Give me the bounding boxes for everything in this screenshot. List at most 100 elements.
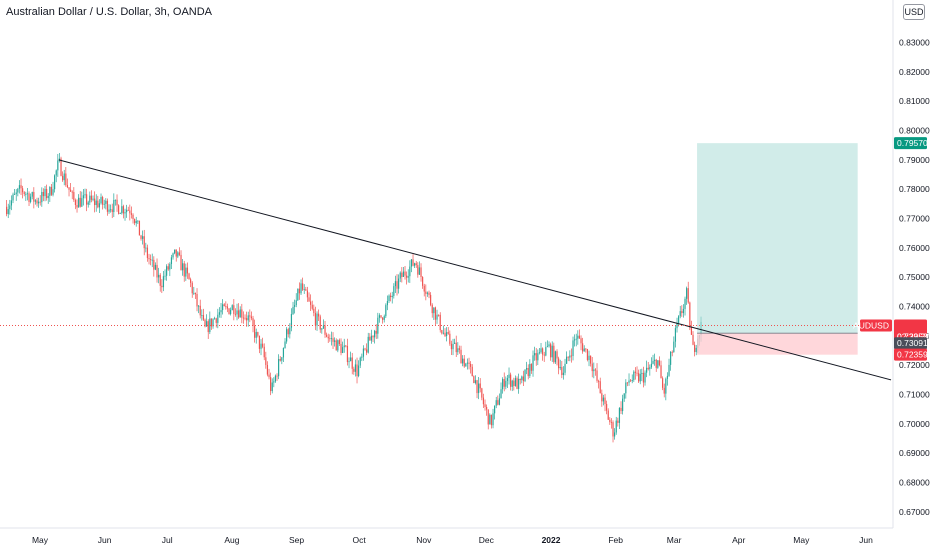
candle-body: [314, 313, 317, 326]
candle-body: [615, 420, 617, 433]
candle-body: [94, 198, 96, 206]
candle-body: [446, 332, 448, 337]
candle-body: [286, 329, 288, 342]
candle-body: [206, 321, 208, 327]
candle-body: [92, 198, 94, 200]
candle-body: [678, 316, 680, 323]
candle-body: [556, 351, 558, 359]
candle-body: [271, 382, 273, 392]
candle-body: [340, 343, 342, 353]
candle-body: [49, 186, 51, 196]
candle-body: [407, 276, 409, 278]
candle-body: [343, 345, 345, 348]
x-tick-label: May: [32, 535, 49, 545]
candle-body: [494, 405, 496, 414]
candle-body: [481, 388, 483, 398]
candle-body: [54, 175, 56, 190]
candle-body: [670, 351, 672, 365]
candle-body: [145, 247, 147, 249]
candle-body: [644, 372, 646, 383]
candle-body: [542, 348, 544, 355]
candle-body: [369, 336, 371, 341]
candle-body: [330, 338, 333, 339]
candle-body: [396, 281, 398, 289]
trendline[interactable]: [58, 159, 892, 381]
candle-body: [447, 332, 449, 334]
candle-body: [607, 410, 609, 420]
candle-body: [154, 264, 157, 270]
candle-body: [543, 354, 545, 356]
candle-body: [284, 341, 286, 349]
candle-body: [326, 334, 328, 337]
candle-body: [146, 247, 149, 259]
candle-body: [511, 380, 513, 387]
y-tick-label: 0.81000: [899, 96, 930, 106]
candle-body: [598, 380, 600, 382]
current-price-label-bg: [894, 319, 927, 343]
candle-body: [618, 407, 621, 423]
y-tick-label: 0.80000: [899, 126, 930, 136]
candle-body: [231, 305, 233, 311]
candle-body: [303, 289, 305, 290]
y-tick-label: 0.69000: [899, 448, 930, 458]
candle-body: [492, 413, 494, 426]
time-axis[interactable]: May Jun Jul Aug Sep Oct Nov Dec 2022 Feb Mar Apr May…: [32, 535, 873, 545]
candle-body: [276, 375, 278, 377]
candle-body: [50, 186, 53, 195]
candle-body: [559, 367, 561, 369]
candle-body: [658, 360, 661, 366]
candle-body: [102, 197, 104, 205]
candle-body: [26, 193, 29, 195]
candle-body: [546, 346, 549, 348]
candle-body: [126, 209, 128, 213]
candle-body: [353, 368, 355, 372]
candle-body: [622, 398, 624, 412]
candle-body: [57, 160, 59, 171]
price-axis[interactable]: 0.67000 0.68000 0.69000 0.70000 0.71000 0.720…: [899, 38, 930, 517]
candle-body: [590, 355, 592, 364]
candle-body: [158, 274, 160, 278]
entry-price-label-bg: [894, 337, 927, 350]
currency-button[interactable]: USD: [903, 4, 925, 20]
candle-body: [242, 317, 245, 319]
candle-body: [668, 364, 670, 376]
candle-body: [439, 314, 441, 331]
candle-body: [194, 292, 197, 294]
x-tick-label: Feb: [608, 535, 623, 545]
candle-body: [686, 288, 688, 299]
candle-body: [266, 364, 269, 375]
candle-body: [9, 205, 11, 210]
candle-body: [554, 351, 557, 363]
candle-body: [289, 327, 291, 335]
candle-body: [119, 213, 121, 214]
candle-body: [402, 271, 405, 277]
candle-body: [359, 357, 361, 366]
candle-body: [623, 393, 625, 399]
candle-body: [151, 259, 153, 261]
candle-body: [98, 203, 101, 208]
candle-body: [257, 332, 259, 336]
candle-body: [327, 336, 329, 339]
candle-body: [374, 330, 376, 338]
candle-body: [143, 236, 145, 249]
candle-body: [478, 383, 480, 394]
candle-body: [486, 406, 488, 410]
entry-price-label: 0.73091: [897, 338, 928, 348]
candle-body: [258, 335, 261, 349]
candle-body: [297, 288, 299, 301]
candle-body: [342, 347, 344, 353]
candle-body: [28, 193, 30, 202]
candle-body: [170, 257, 173, 264]
candle-body: [679, 311, 681, 317]
candle-body: [575, 338, 577, 340]
candle-body: [188, 273, 190, 280]
candle-body: [282, 348, 285, 358]
candle-body: [406, 275, 408, 278]
candle-body: [601, 393, 603, 402]
candle-body: [281, 357, 283, 361]
candle-body: [690, 327, 693, 335]
candle-body: [676, 322, 678, 329]
candle-body: [241, 309, 243, 318]
x-tick-label: Aug: [224, 535, 239, 545]
